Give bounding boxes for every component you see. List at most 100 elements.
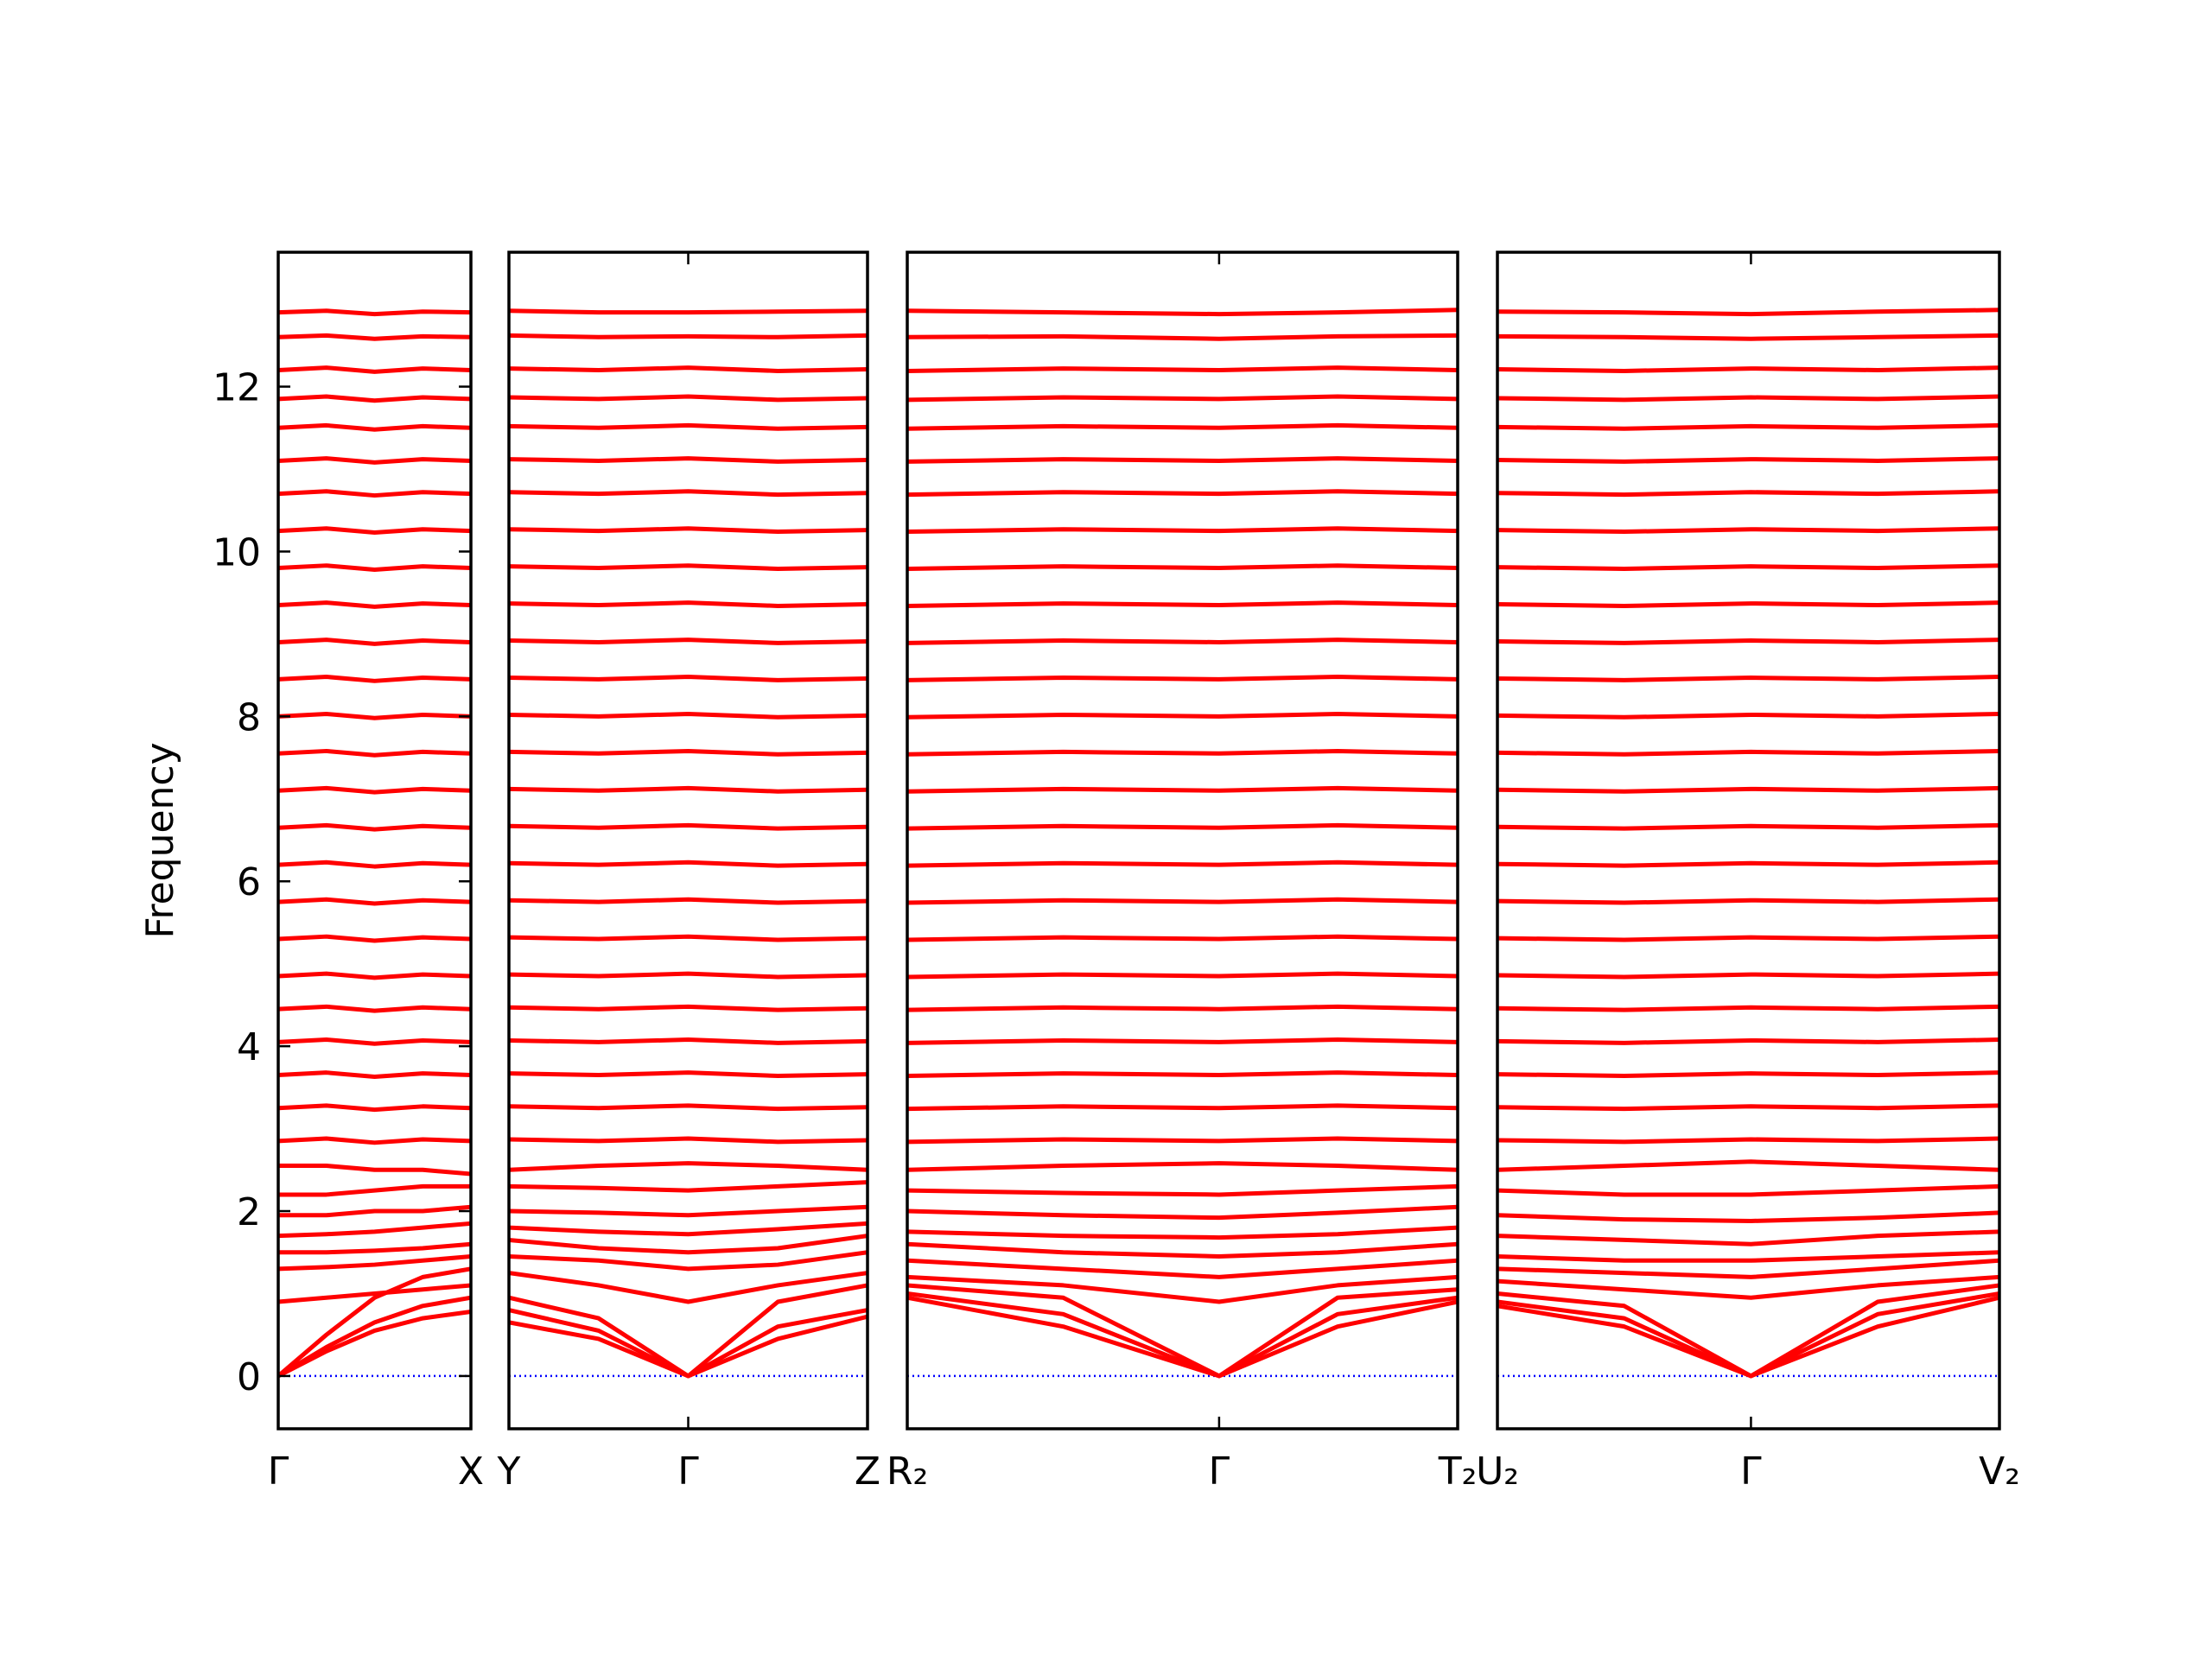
band-line	[907, 1258, 1458, 1279]
y-tick-label: 2	[237, 1190, 261, 1234]
band-line	[907, 897, 1458, 905]
band-line	[509, 1037, 868, 1045]
band-line	[1497, 1070, 1999, 1078]
band-line	[509, 563, 868, 572]
band-line	[907, 1103, 1458, 1112]
band-line	[1497, 563, 1999, 572]
band-line	[278, 456, 471, 465]
band-line	[907, 785, 1458, 794]
band-line	[509, 1161, 868, 1172]
band-line	[509, 897, 868, 905]
band-line	[509, 1004, 868, 1012]
band-line	[907, 333, 1458, 341]
band-line	[907, 563, 1458, 572]
x-tick-label: T₂	[1438, 1449, 1478, 1494]
x-tick-label: R₂	[887, 1449, 928, 1494]
band-line	[278, 526, 471, 536]
band-line	[1497, 934, 1999, 942]
band-line	[509, 675, 868, 682]
band-line	[278, 822, 471, 832]
band-line	[1497, 1258, 1999, 1279]
band-line	[278, 1254, 471, 1272]
band-line	[1497, 748, 1999, 757]
band-line	[278, 308, 471, 317]
band-line	[278, 638, 471, 646]
band-line	[509, 711, 868, 720]
band-line	[278, 860, 471, 869]
band-line	[1497, 1291, 1999, 1379]
band-line	[509, 638, 868, 645]
x-tick-label: U₂	[1476, 1449, 1519, 1494]
band-line	[278, 489, 471, 498]
band-line	[509, 1103, 868, 1112]
band-line	[1497, 1159, 1999, 1172]
band-line	[278, 971, 471, 980]
band-line	[1497, 785, 1999, 794]
band-line	[907, 1225, 1458, 1240]
axes-frame	[1496, 251, 2001, 1430]
band-line	[907, 365, 1458, 373]
plot-area	[509, 308, 868, 1379]
band-line	[1497, 456, 1999, 464]
x-tick-label: Γ	[268, 1449, 289, 1494]
band-line	[509, 971, 868, 980]
band-line	[509, 1180, 868, 1193]
band-line	[1497, 308, 1999, 317]
band-line	[1497, 1210, 1999, 1223]
band-line	[509, 1204, 868, 1218]
band-line	[907, 822, 1458, 831]
band-line	[1497, 675, 1999, 682]
band-line	[509, 1314, 868, 1379]
y-axis-label: Frequency	[138, 742, 182, 938]
band-line	[907, 600, 1458, 608]
band-line	[278, 748, 471, 758]
y-tick-label: 4	[237, 1025, 261, 1069]
band-line	[278, 394, 471, 403]
band-line	[1497, 860, 1999, 868]
band-line	[278, 675, 471, 683]
band-line	[907, 456, 1458, 464]
band-line	[1497, 1136, 1999, 1145]
band-line	[509, 785, 868, 794]
band-line	[1497, 711, 1999, 720]
band-line	[1497, 394, 1999, 403]
band-line	[1497, 1274, 1999, 1300]
band-line	[509, 748, 868, 757]
band-line	[907, 934, 1458, 942]
band-line	[1497, 526, 1999, 535]
band-line	[1497, 1183, 1999, 1197]
band-line	[509, 526, 868, 535]
plot-area	[907, 308, 1458, 1379]
band-line	[509, 1271, 868, 1304]
band-line	[1497, 971, 1999, 980]
band-line	[907, 860, 1458, 868]
band-line	[278, 1295, 471, 1379]
x-tick-label: Z	[855, 1449, 880, 1494]
band-line	[907, 1070, 1458, 1078]
band-line	[907, 489, 1458, 498]
band-line	[907, 1136, 1458, 1145]
band-line	[907, 308, 1458, 317]
band-line	[907, 526, 1458, 535]
band-line	[509, 489, 868, 498]
band-line	[907, 1204, 1458, 1221]
band-line	[509, 1221, 868, 1237]
band-line	[907, 1161, 1458, 1172]
band-line	[509, 308, 868, 315]
band-line	[509, 1250, 868, 1272]
band-line	[1497, 365, 1999, 373]
y-tick-label: 0	[237, 1355, 261, 1399]
plot-area	[278, 308, 471, 1379]
x-tick-label: V₂	[1979, 1449, 2020, 1494]
band-line	[509, 422, 868, 431]
band-line	[907, 748, 1458, 757]
band-line	[509, 365, 868, 373]
band-line	[907, 971, 1458, 980]
y-tick-label: 12	[213, 366, 261, 410]
band-line	[278, 1037, 471, 1046]
y-tick-label: 8	[237, 695, 261, 739]
axes-frame	[276, 251, 473, 1430]
band-line	[509, 822, 868, 831]
x-tick-label: Y	[497, 1449, 521, 1494]
band-line	[509, 333, 868, 339]
